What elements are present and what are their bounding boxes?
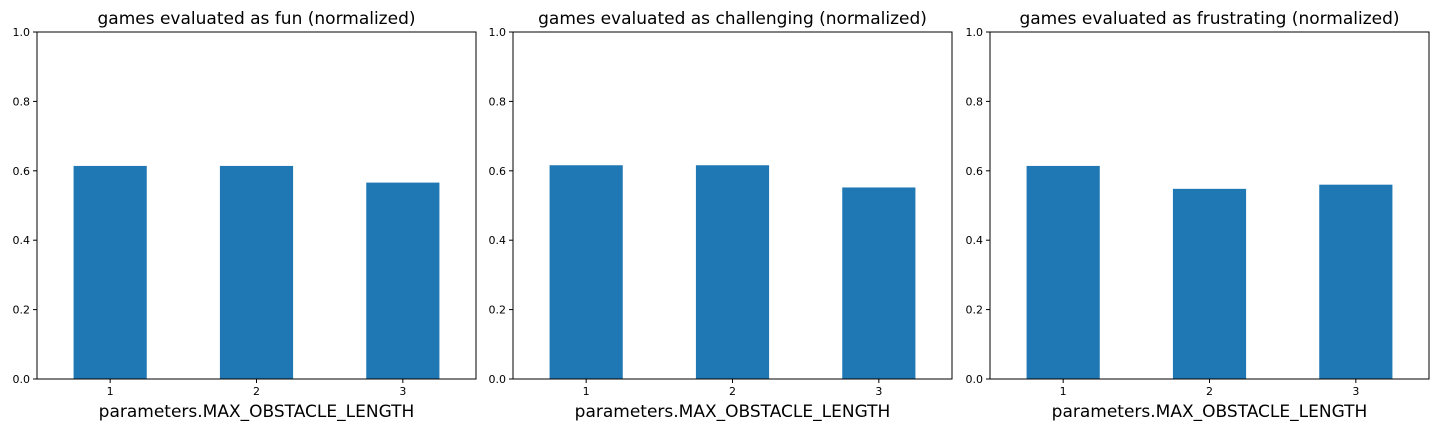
x-tick-label: 1 <box>583 385 590 398</box>
bar-2 <box>695 165 770 379</box>
x-tick-label: 3 <box>399 385 406 398</box>
x-axis-label: parameters.MAX_OBSTACLE_LENGTH <box>575 402 891 422</box>
y-tick-label: 0.8 <box>13 95 31 108</box>
x-tick-label: 2 <box>253 385 260 398</box>
bar-1 <box>549 165 623 379</box>
x-tick-label: 2 <box>729 385 736 398</box>
y-tick-label: 0.4 <box>966 234 984 247</box>
x-tick-label: 3 <box>875 385 882 398</box>
y-tick-label: 0.0 <box>13 373 31 386</box>
x-tick-label: 1 <box>1060 385 1067 398</box>
chart-panel-2: 0.0 0.2 0.4 0.6 0.8 1.0 1 2 3 games evaluated as … <box>489 9 953 422</box>
chart-title: games evaluated as challenging (normaliz… <box>538 9 927 29</box>
y-tick-label: 0.2 <box>966 304 984 317</box>
y-tick-label: 0.4 <box>13 234 31 247</box>
x-axis-label: parameters.MAX_OBSTACLE_LENGTH <box>99 402 415 422</box>
y-tick-label: 0.6 <box>489 165 507 178</box>
y-tick-label: 0.6 <box>13 165 31 178</box>
y-tick-label: 0.6 <box>966 165 984 178</box>
chart-panel-3: 0.0 0.2 0.4 0.6 0.8 1.0 1 2 3 games evaluated as … <box>966 9 1430 422</box>
y-tick-label: 0.8 <box>966 95 984 108</box>
x-axis-label: parameters.MAX_OBSTACLE_LENGTH <box>1052 402 1368 422</box>
x-tick-label: 2 <box>1206 385 1213 398</box>
y-tick-label: 1.0 <box>13 26 31 39</box>
bar-3 <box>1319 184 1393 379</box>
x-tick-label: 1 <box>107 385 114 398</box>
bar-2 <box>1172 188 1247 379</box>
y-tick-label: 0.2 <box>13 304 31 317</box>
bar-1 <box>73 165 147 379</box>
chart-panel-1: 0.0 0.2 0.4 0.6 0.8 1.0 1 2 3 games evaluated as … <box>13 9 477 422</box>
bar-3 <box>842 187 916 379</box>
bar-2 <box>219 165 294 379</box>
bar-1 <box>1026 165 1100 379</box>
chart-title: games evaluated as fun (normalized) <box>97 9 415 29</box>
y-tick-label: 0.2 <box>489 304 507 317</box>
chart-title: games evaluated as frustrating (normaliz… <box>1019 9 1399 29</box>
y-tick-label: 0.0 <box>966 373 984 386</box>
x-tick-label: 3 <box>1352 385 1359 398</box>
y-tick-label: 0.0 <box>489 373 507 386</box>
y-tick-label: 0.8 <box>489 95 507 108</box>
y-tick-label: 1.0 <box>966 26 984 39</box>
bar-3 <box>366 182 440 379</box>
y-tick-label: 1.0 <box>489 26 507 39</box>
y-tick-label: 0.4 <box>489 234 507 247</box>
